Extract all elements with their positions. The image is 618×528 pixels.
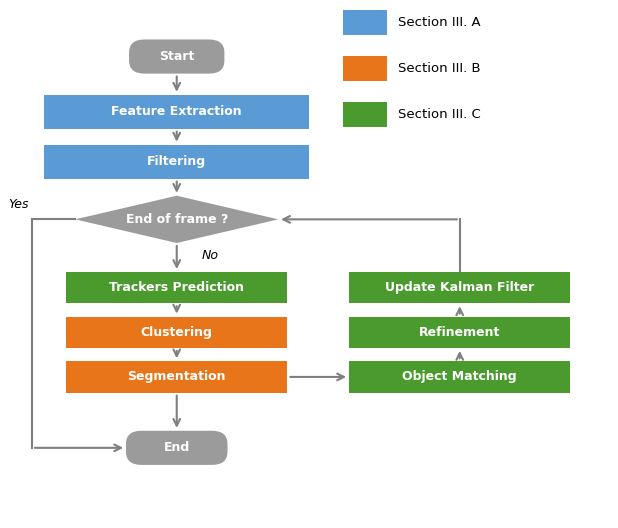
Bar bbox=[349, 272, 570, 304]
Text: Clustering: Clustering bbox=[141, 326, 213, 339]
Text: Section III. A: Section III. A bbox=[398, 16, 481, 29]
Bar bbox=[343, 56, 387, 81]
Text: Trackers Prediction: Trackers Prediction bbox=[109, 281, 244, 294]
Text: Update Kalman Filter: Update Kalman Filter bbox=[385, 281, 535, 294]
Text: End: End bbox=[164, 441, 190, 454]
Text: Start: Start bbox=[159, 50, 195, 63]
Bar bbox=[349, 361, 570, 393]
Bar bbox=[66, 272, 287, 304]
Text: Yes: Yes bbox=[9, 199, 29, 212]
Bar bbox=[343, 10, 387, 35]
FancyBboxPatch shape bbox=[126, 431, 227, 465]
Text: Object Matching: Object Matching bbox=[402, 371, 517, 383]
Bar bbox=[44, 145, 309, 178]
FancyBboxPatch shape bbox=[129, 40, 224, 73]
Bar bbox=[66, 316, 287, 348]
Bar bbox=[44, 95, 309, 129]
Text: Section III. B: Section III. B bbox=[398, 62, 481, 75]
Text: No: No bbox=[201, 249, 218, 262]
Text: Refinement: Refinement bbox=[419, 326, 501, 339]
Polygon shape bbox=[75, 196, 278, 243]
Bar bbox=[66, 361, 287, 393]
Text: Section III. C: Section III. C bbox=[398, 108, 481, 121]
Bar bbox=[343, 102, 387, 127]
Text: End of frame ?: End of frame ? bbox=[125, 213, 228, 226]
Text: Feature Extraction: Feature Extraction bbox=[111, 105, 242, 118]
Bar bbox=[349, 316, 570, 348]
Text: Filtering: Filtering bbox=[147, 155, 206, 168]
Text: Segmentation: Segmentation bbox=[127, 371, 226, 383]
